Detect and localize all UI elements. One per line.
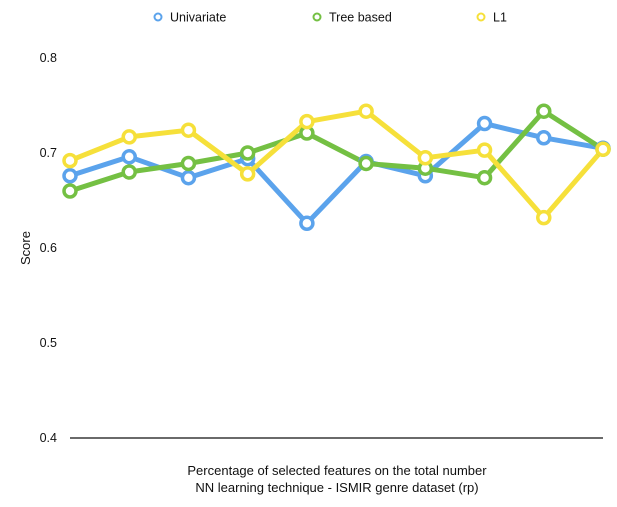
data-point [476, 115, 493, 132]
series-markers [62, 103, 611, 232]
data-point [121, 149, 137, 165]
series-lines [67, 108, 606, 226]
data-point [121, 164, 137, 180]
data-point [180, 122, 197, 138]
y-axis-label: Score [18, 231, 33, 265]
data-point [62, 183, 78, 199]
data-point [62, 152, 78, 169]
y-tick-label: 0.5 [40, 336, 57, 350]
y-tick-label: 0.6 [40, 241, 57, 255]
legend-label: L1 [493, 11, 507, 25]
y-tick-label: 0.4 [40, 431, 57, 445]
data-point [299, 113, 315, 130]
data-point [476, 169, 493, 186]
legend-label: Tree based [329, 11, 392, 25]
data-point [121, 129, 137, 145]
data-point [358, 103, 374, 119]
data-point [358, 155, 374, 172]
data-point [299, 215, 315, 232]
series-line [67, 121, 606, 226]
y-axis-ticks: 0.8 0.7 0.6 0.5 0.4 [40, 51, 57, 445]
data-point [417, 150, 434, 166]
x-axis-label: Percentage of selected features on the t… [187, 463, 487, 478]
legend-marker [312, 12, 322, 22]
x-axis-label-line2: NN learning technique - ISMIR genre data… [195, 480, 478, 495]
data-point [239, 166, 256, 182]
data-point [62, 168, 78, 184]
data-point [476, 142, 493, 158]
data-point [595, 141, 611, 157]
data-point [536, 209, 552, 226]
data-point [536, 103, 552, 119]
series-line [67, 108, 606, 194]
data-point [180, 155, 197, 172]
data-point [239, 145, 256, 161]
chart-legend: Univariate Tree based L1 [153, 11, 507, 25]
legend-marker [476, 12, 486, 22]
y-tick-label: 0.7 [40, 146, 57, 160]
y-tick-label: 0.8 [40, 51, 57, 65]
data-point [180, 169, 197, 186]
data-point [536, 130, 552, 146]
legend-label: Univariate [170, 11, 226, 25]
legend-marker [153, 12, 163, 22]
series-line [67, 108, 606, 221]
